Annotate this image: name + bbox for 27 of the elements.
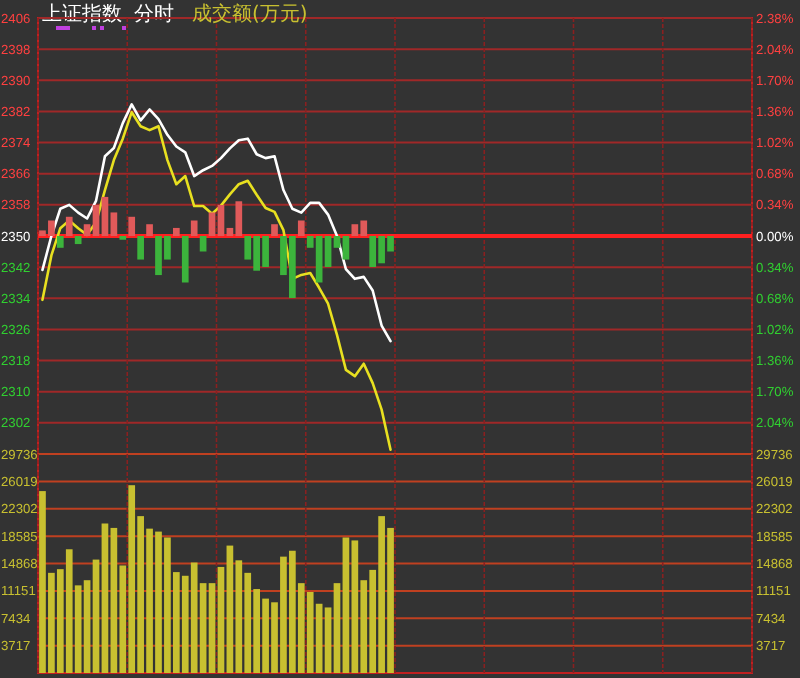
bar xyxy=(342,537,350,673)
bar xyxy=(199,236,207,252)
bar xyxy=(190,220,198,236)
bar xyxy=(137,236,144,260)
bar xyxy=(190,562,198,673)
bar xyxy=(369,236,377,267)
bar xyxy=(351,540,359,673)
bar xyxy=(128,216,136,236)
bar xyxy=(110,527,118,673)
bar xyxy=(342,236,350,260)
bar xyxy=(146,224,153,236)
bar xyxy=(297,220,305,236)
bar xyxy=(306,591,314,673)
bar xyxy=(351,224,359,236)
bar xyxy=(271,224,278,236)
bar xyxy=(172,227,180,236)
bar xyxy=(208,212,216,236)
bar xyxy=(56,236,64,248)
bar xyxy=(74,236,82,245)
bar xyxy=(65,216,73,236)
bar xyxy=(101,196,109,236)
bar xyxy=(181,236,189,283)
bar xyxy=(101,523,109,673)
bar xyxy=(235,201,243,236)
line-series xyxy=(41,103,392,343)
bar xyxy=(315,236,323,283)
line-series xyxy=(41,110,392,452)
